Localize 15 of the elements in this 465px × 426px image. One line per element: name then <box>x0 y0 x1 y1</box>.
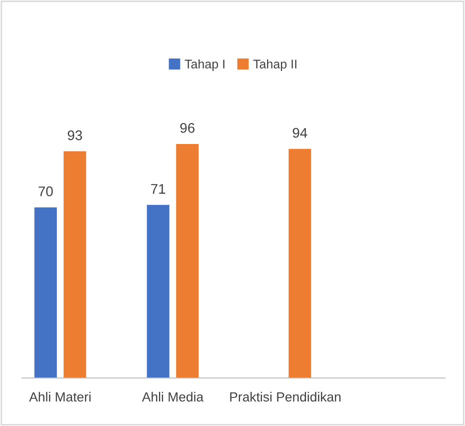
x-tick-label: Ahli Media <box>142 392 204 402</box>
data-label: 94 <box>292 128 308 138</box>
legend-label: Tahap I <box>184 59 224 71</box>
bar <box>34 207 57 378</box>
legend-label: Tahap II <box>253 59 296 71</box>
bar <box>64 151 86 378</box>
x-tick-label: Ahli Materi <box>29 392 91 402</box>
bar <box>146 204 170 378</box>
data-label: 96 <box>180 123 194 133</box>
bar <box>176 144 199 378</box>
data-label: 71 <box>151 184 166 194</box>
x-tick-label: Praktisi Pendidikan <box>230 392 340 402</box>
data-label: 70 <box>38 186 53 196</box>
data-label: 93 <box>68 130 82 140</box>
bar <box>288 148 312 378</box>
